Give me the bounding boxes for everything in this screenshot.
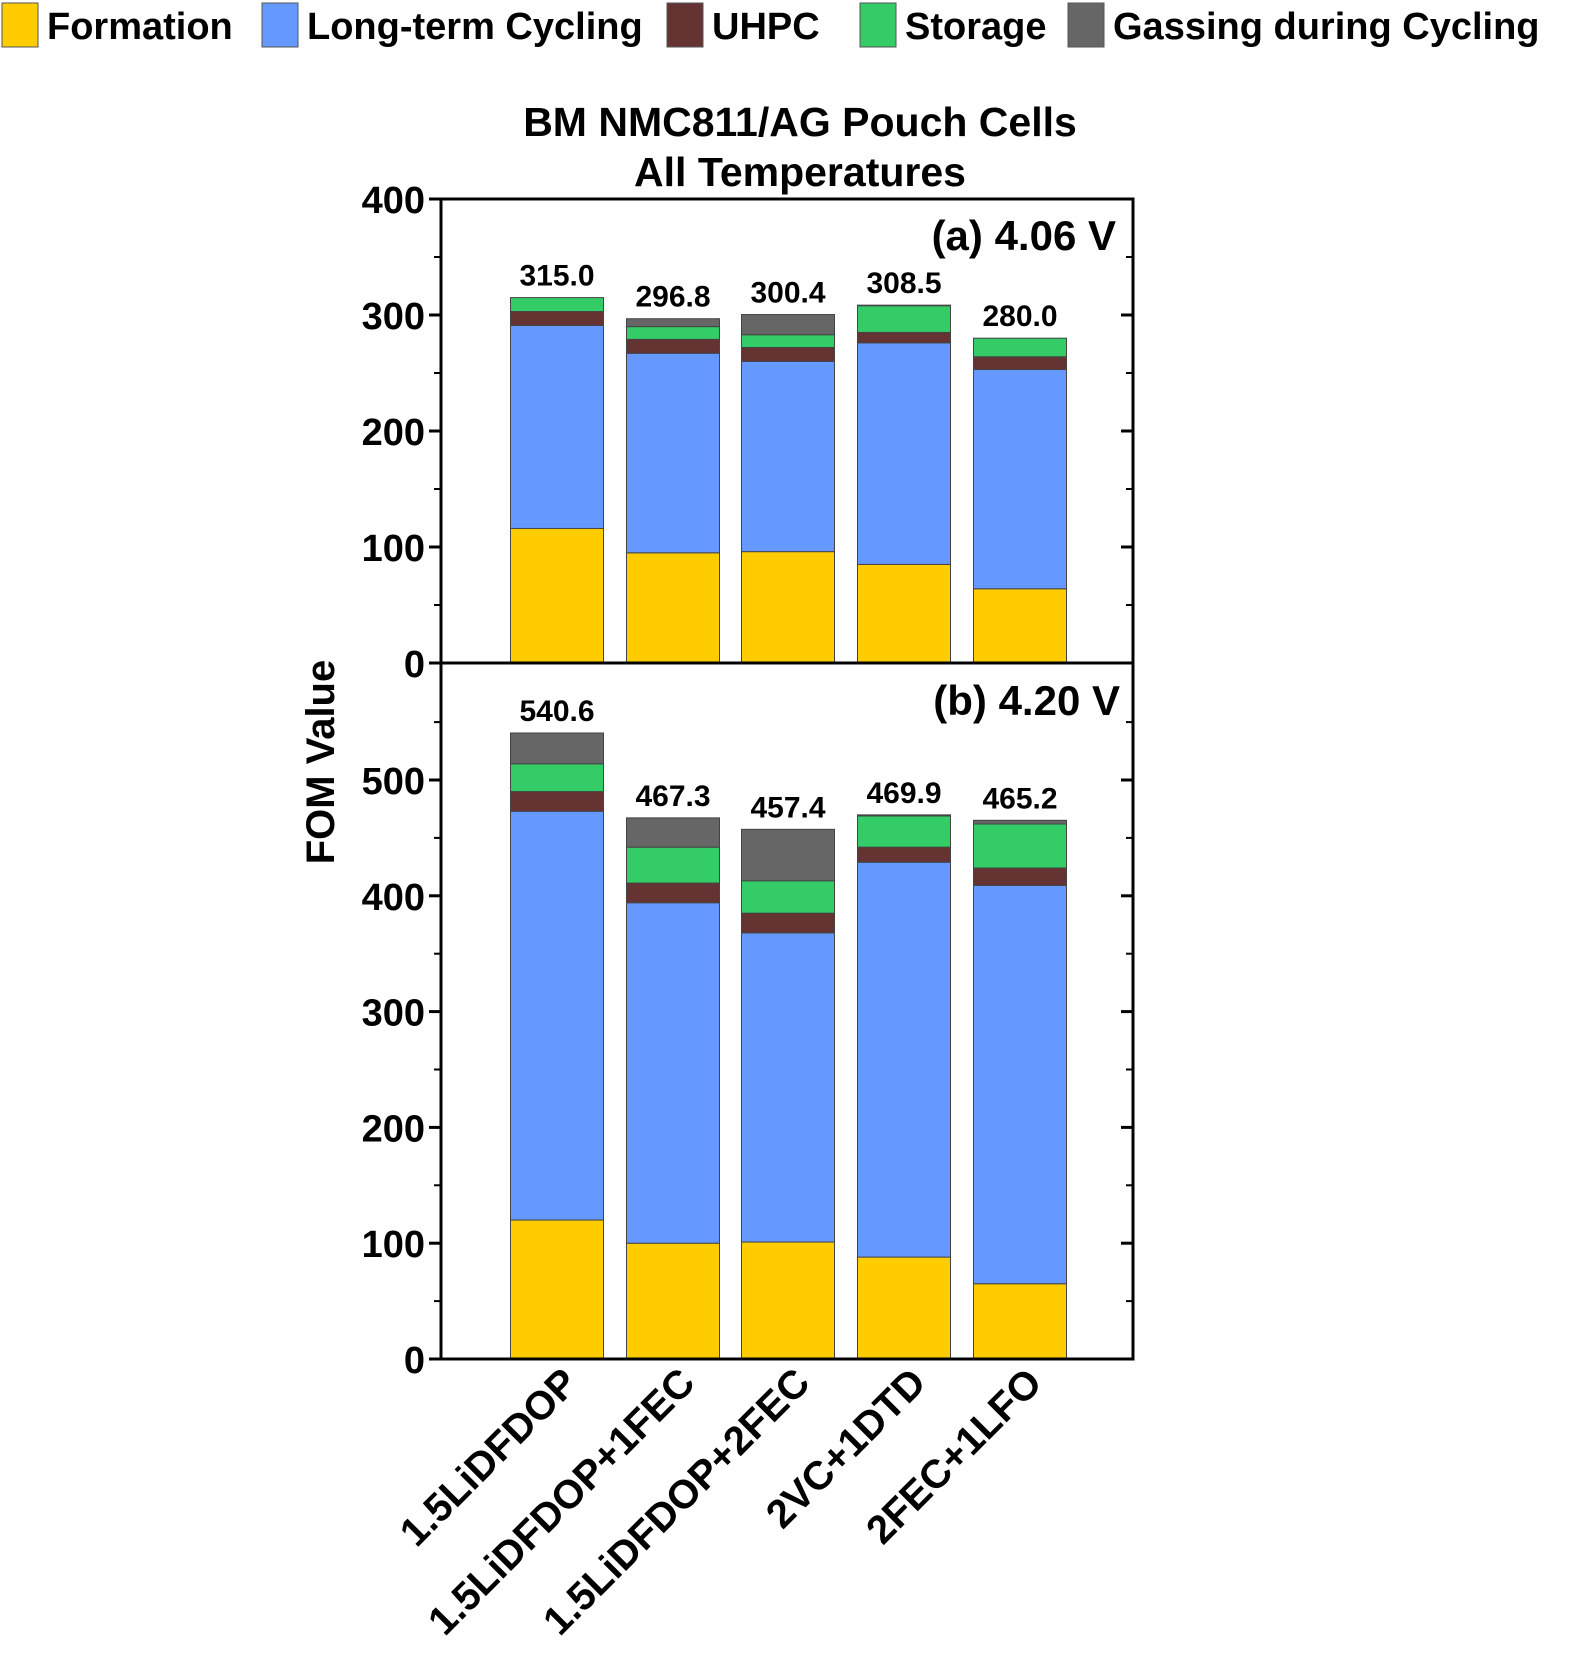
bar-segment-gassing-during-cycling-1-5lidfdop-1fec (626, 817, 720, 848)
bar-segment-formation-2fec-1lfo (973, 588, 1067, 664)
bar-segment-storage-1-5lidfdop-2fec (741, 334, 835, 348)
bar-segment-formation-2fec-1lfo (973, 1283, 1067, 1360)
bar-segment-formation-1-5lidfdop (510, 1219, 604, 1360)
panel-label: (b) 4.20 V (933, 677, 1120, 724)
bar-segment-uhpc-1-5lidfdop-1fec (626, 338, 720, 354)
total-label-1-5lidfdop-1fec: 296.8 (635, 281, 710, 314)
y-axis-label: FOM Value (299, 660, 343, 865)
x-category-labels: 1.5LiDFDOP1.5LiDFDOP+1FEC1.5LiDFDOP+2FEC… (392, 1360, 1051, 1643)
bar-segment-formation-2vc-1dtd (857, 1256, 951, 1360)
bar-segment-uhpc-2fec-1lfo (973, 356, 1067, 371)
bar-segment-storage-2fec-1lfo (973, 337, 1067, 358)
bar-segment-storage-2vc-1dtd (857, 305, 951, 333)
bar-segment-uhpc-1-5lidfdop (510, 791, 604, 812)
y-tick-label: 400 (362, 180, 425, 222)
panel-label: (a) 4.06 V (932, 212, 1116, 259)
bar-segment-gassing-during-cycling-1-5lidfdop (510, 732, 604, 765)
legend-swatch-long-term-cycling (261, 2, 299, 48)
bar-segment-gassing-during-cycling-1-5lidfdop-1fec (626, 318, 720, 328)
y-tick-label: 100 (362, 528, 425, 570)
bar-segment-formation-1-5lidfdop (510, 527, 604, 664)
total-label-2fec-1lfo: 280.0 (982, 300, 1057, 333)
y-tick-label: 300 (362, 296, 425, 338)
bar-segment-uhpc-1-5lidfdop-1fec (626, 882, 720, 904)
bar-segment-formation-1-5lidfdop-2fec (741, 1241, 835, 1360)
bar-segment-storage-1-5lidfdop-1fec (626, 326, 720, 340)
bar-segment-long-term-cycling-1-5lidfdop-2fec (741, 360, 835, 553)
panel-a: 315.0 296.8 300.4 308.5 280.0 0 100 200 300 400 (a… (362, 180, 1135, 686)
title-line-1: BM NMC811/AG Pouch Cells (523, 99, 1077, 145)
bar-segment-gassing-during-cycling-1-5lidfdop-2fec (741, 828, 835, 882)
total-label-1-5lidfdop-1fec: 467.3 (635, 780, 710, 813)
bar-segment-uhpc-2vc-1dtd (857, 331, 951, 344)
bar-segment-long-term-cycling-1-5lidfdop (510, 324, 604, 529)
bar-segment-formation-1-5lidfdop-2fec (741, 551, 835, 664)
bar-segment-gassing-during-cycling-2vc-1dtd (857, 814, 951, 817)
legend-swatch-formation (1, 2, 39, 48)
y-tick-label: 300 (362, 993, 425, 1035)
y-tick-label: 0 (404, 644, 425, 686)
title-line-2: All Temperatures (634, 149, 966, 195)
y-tick-label: 400 (362, 877, 425, 919)
total-label-2fec-1lfo: 465.2 (982, 782, 1057, 815)
bar-segment-long-term-cycling-2vc-1dtd (857, 861, 951, 1258)
total-label-1-5lidfdop: 315.0 (519, 260, 594, 293)
y-tick-label: 200 (362, 1108, 425, 1150)
bar-segment-long-term-cycling-1-5lidfdop-2fec (741, 932, 835, 1243)
bar-segment-uhpc-2vc-1dtd (857, 846, 951, 863)
bar-segment-storage-1-5lidfdop (510, 297, 604, 313)
bar-segment-long-term-cycling-2vc-1dtd (857, 342, 951, 565)
bar-segment-storage-1-5lidfdop-2fec (741, 880, 835, 914)
bar-segment-long-term-cycling-2fec-1lfo (973, 884, 1067, 1285)
legend-label-formation: Formation (47, 6, 233, 48)
bar-segment-formation-1-5lidfdop-1fec (626, 1242, 720, 1360)
bar-segment-storage-2fec-1lfo (973, 823, 1067, 869)
bar-segment-long-term-cycling-2fec-1lfo (973, 369, 1067, 590)
legend-label-long-term-cycling: Long-term Cycling (307, 6, 643, 48)
legend-label-gassing-during-cycling: Gassing during Cycling (1113, 6, 1540, 48)
bar-segment-long-term-cycling-1-5lidfdop-1fec (626, 352, 720, 554)
bar-segment-uhpc-1-5lidfdop (510, 311, 604, 326)
legend-swatch-gassing-during-cycling (1067, 2, 1105, 48)
bar-segment-storage-2vc-1dtd (857, 815, 951, 848)
legend-swatch-storage (859, 2, 897, 48)
panel-b: 540.6 467.3 457.4 469.9 465.2 0 100 200 300 400 50… (362, 661, 1135, 1382)
bar-segment-uhpc-1-5lidfdop-2fec (741, 912, 835, 934)
bar-segment-long-term-cycling-1-5lidfdop (510, 810, 604, 1221)
legend-label-uhpc: UHPC (712, 6, 820, 48)
y-tick-label: 100 (362, 1224, 425, 1266)
total-label-1-5lidfdop-2fec: 457.4 (750, 791, 825, 824)
bar-segment-gassing-during-cycling-1-5lidfdop-2fec (741, 314, 835, 336)
legend-swatch-uhpc (666, 2, 704, 48)
bar-segment-storage-1-5lidfdop-1fec (626, 846, 720, 884)
total-label-2vc-1dtd: 308.5 (866, 267, 941, 300)
plot-panels: 315.0 296.8 300.4 308.5 280.0 0 100 200 300 400 (a… (362, 180, 1135, 1382)
total-label-2vc-1dtd: 469.9 (866, 777, 941, 810)
bar-segment-uhpc-1-5lidfdop-2fec (741, 346, 835, 362)
y-tick-label: 0 (404, 1340, 425, 1382)
total-label-1-5lidfdop-2fec: 300.4 (750, 277, 825, 310)
bar-segment-uhpc-2fec-1lfo (973, 867, 1067, 886)
y-tick-label: 500 (362, 761, 425, 803)
bar-segment-storage-1-5lidfdop (510, 763, 604, 793)
legend-label-storage: Storage (905, 6, 1046, 48)
bar-segment-long-term-cycling-1-5lidfdop-1fec (626, 902, 720, 1244)
legend: Formation Long-term Cycling UHPC Storage Gas… (1, 2, 1540, 48)
y-tick-label: 200 (362, 412, 425, 454)
bar-segment-formation-2vc-1dtd (857, 563, 951, 664)
bar-segment-gassing-during-cycling-2vc-1dtd (857, 304, 951, 307)
total-label-1-5lidfdop: 540.6 (519, 695, 594, 728)
bar-segment-formation-1-5lidfdop-1fec (626, 552, 720, 664)
bar-segment-gassing-during-cycling-2fec-1lfo (973, 819, 1067, 825)
